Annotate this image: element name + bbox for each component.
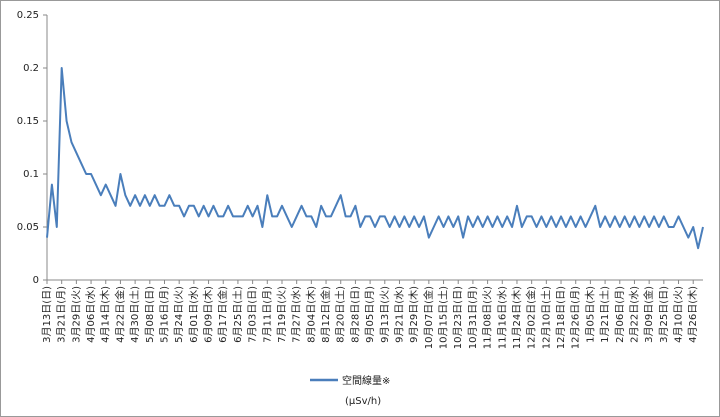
x-tick-label: 9月05日(月) xyxy=(364,286,376,343)
x-tick-label: 8月28日(日) xyxy=(349,286,361,343)
x-tick-label: 2月22日(水) xyxy=(628,286,640,343)
y-tick-label: 0.15 xyxy=(17,116,39,127)
x-tick-label: 6月01日(水) xyxy=(188,286,200,343)
x-tick-label: 8月12日(金) xyxy=(319,286,332,343)
x-tick-label: 4月22日(金) xyxy=(113,286,126,343)
legend-label: 空間線量※ xyxy=(342,374,390,387)
x-tick-label: 3月13日(日) xyxy=(41,286,53,343)
x-tick-label: 10月23日(日) xyxy=(452,286,464,349)
x-tick-label: 11月08日(火) xyxy=(482,286,494,349)
x-tick-label: 2月06日(月) xyxy=(614,286,626,343)
x-tick-label: 9月29日(木) xyxy=(408,286,420,343)
x-tick-label: 7月27日(水) xyxy=(291,286,303,343)
x-tick-label: 12月26日(月) xyxy=(570,286,582,349)
x-tick-label: 3月21日(月) xyxy=(56,286,68,343)
x-tick-label: 4月10日(火) xyxy=(673,286,685,343)
x-tick-label: 7月19日(火) xyxy=(276,286,288,343)
x-tick-label: 7月11日(月) xyxy=(261,286,273,343)
x-tick-label: 6月25日(土) xyxy=(231,286,244,343)
x-tick-label: 5月16日(月) xyxy=(158,286,170,343)
legend-note: (μSv/h) xyxy=(345,396,381,407)
y-tick-label: 0.2 xyxy=(23,63,39,74)
x-tick-label: 1月21日(土) xyxy=(598,286,611,343)
x-tick-label: 10月15日(土) xyxy=(437,286,450,349)
x-tick-label: 6月09日(木) xyxy=(203,286,215,343)
x-tick-label: 5月24日(火) xyxy=(173,286,185,343)
x-tick-label: 4月14日(木) xyxy=(100,286,112,343)
x-tick-label: 5月08日(日) xyxy=(144,286,156,343)
y-tick-label: 0.25 xyxy=(17,10,39,21)
x-tick-label: 8月20日(土) xyxy=(334,286,347,343)
y-tick-label: 0 xyxy=(33,275,39,286)
x-tick-label: 11月24日(木) xyxy=(511,286,523,349)
x-tick-label: 4月06日(水) xyxy=(85,286,97,343)
y-tick-label: 0.05 xyxy=(17,222,39,233)
x-tick-label: 8月04日(木) xyxy=(305,286,317,343)
y-tick-label: 0.1 xyxy=(23,169,39,180)
x-tick-label: 1月05日(木) xyxy=(584,286,596,343)
x-tick-label: 3月25日(日) xyxy=(658,286,670,343)
x-tick-label: 4月26日(木) xyxy=(687,286,699,343)
x-tick-label: 10月07日(金) xyxy=(422,286,435,349)
x-tick-label: 3月09日(金) xyxy=(642,286,655,343)
data-line xyxy=(46,67,704,250)
x-tick-label: 4月30日(土) xyxy=(128,286,141,343)
x-tick-label: 12月02日(金) xyxy=(525,286,538,349)
x-tick-label: 10月31日(月) xyxy=(467,286,479,349)
x-tick-label: 7月03日(日) xyxy=(247,286,259,343)
x-tick-label: 9月21日(水) xyxy=(393,286,405,343)
x-tick-label: 6月17日(金) xyxy=(216,286,229,343)
x-tick-label: 12月18日(日) xyxy=(555,286,567,349)
x-tick-label: 3月29日(火) xyxy=(70,286,82,343)
x-tick-label: 12月10日(土) xyxy=(539,286,552,349)
x-tick-label: 11月16日(水) xyxy=(496,286,508,349)
x-tick-label: 9月13日(火) xyxy=(379,286,391,343)
